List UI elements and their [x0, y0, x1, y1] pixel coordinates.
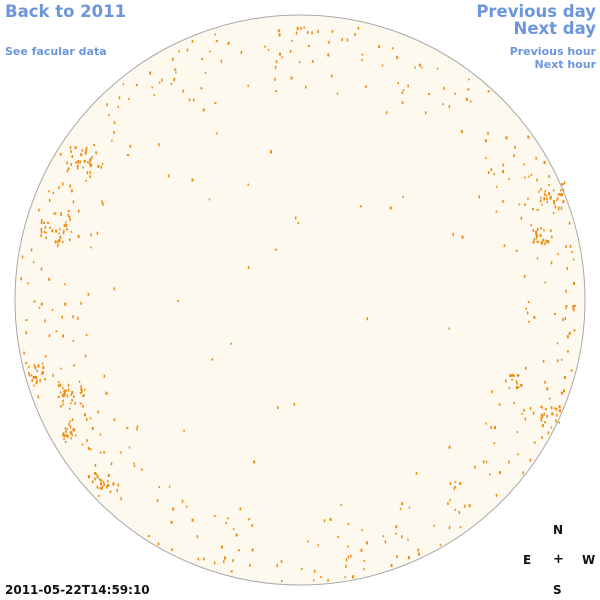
- compass-center-mark: +: [553, 552, 564, 567]
- previous-day-link[interactable]: Previous day: [476, 2, 596, 21]
- compass-west-label: W: [582, 553, 596, 567]
- next-day-link[interactable]: Next day: [513, 19, 596, 38]
- see-facular-data-link[interactable]: See facular data: [5, 45, 107, 58]
- compass-south-label: S: [553, 583, 562, 597]
- compass-north-label: N: [553, 523, 564, 537]
- compass-east-label: E: [523, 553, 532, 567]
- solar-disk: [14, 14, 586, 586]
- facula-markers: [20, 26, 576, 582]
- previous-hour-link[interactable]: Previous hour: [509, 45, 596, 58]
- observation-timestamp: 2011-05-22T14:59:10: [5, 583, 150, 597]
- back-to-year-link[interactable]: Back to 2011: [5, 2, 127, 21]
- next-hour-link[interactable]: Next hour: [534, 58, 597, 71]
